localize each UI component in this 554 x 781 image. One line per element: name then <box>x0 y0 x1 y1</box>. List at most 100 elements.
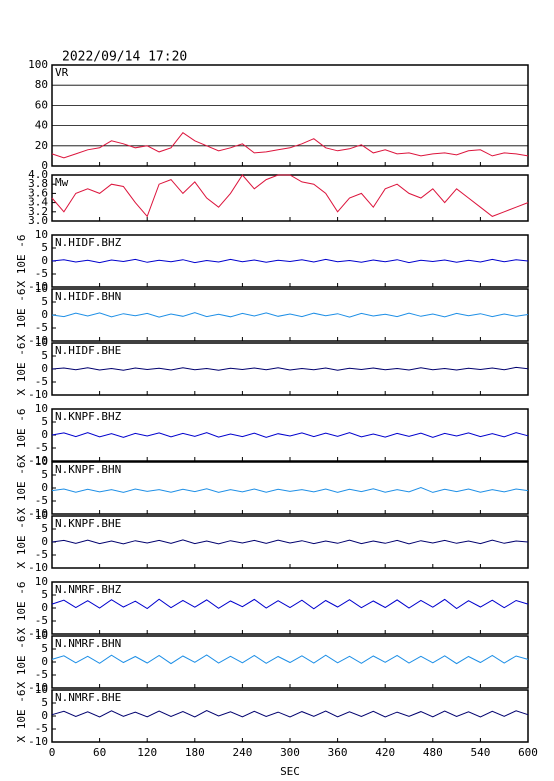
panel-frame <box>51 461 529 515</box>
x-tick-label: 120 <box>137 746 157 759</box>
y-tick-label: 10 <box>35 575 48 588</box>
y-tick-label: 100 <box>28 58 48 71</box>
series-line <box>51 132 529 159</box>
panel-frame <box>51 174 529 222</box>
x-tick-label: 540 <box>470 746 490 759</box>
y-tick-label: 3.4 <box>28 196 48 209</box>
y-tick-label: -5 <box>35 722 48 735</box>
panel-frame <box>51 288 529 342</box>
y-axis-label: X 10E -6 <box>15 462 28 515</box>
x-tick-label: 300 <box>280 746 300 759</box>
y-tick-label: 0 <box>41 709 48 722</box>
y-tick-label: 0 <box>41 655 48 668</box>
y-tick-label: 5 <box>41 696 48 709</box>
y-axis-label: X 10E -6 <box>15 516 28 569</box>
y-tick-label: 40 <box>35 119 48 132</box>
y-tick-label: 0 <box>41 535 48 548</box>
y-tick-label: -10 <box>28 735 48 748</box>
y-tick-label: 10 <box>35 228 48 241</box>
y-tick-label: 10 <box>35 629 48 642</box>
x-axis-label: SEC <box>280 765 300 778</box>
y-tick-label: -10 <box>28 334 48 347</box>
y-axis-label: X 10E -6 <box>15 289 28 342</box>
series-line <box>51 258 529 264</box>
y-tick-label: -5 <box>35 441 48 454</box>
y-tick-label: 10 <box>35 402 48 415</box>
y-tick-label: -5 <box>35 614 48 627</box>
y-tick-label: 3.0 <box>28 214 48 227</box>
series-line <box>51 598 529 610</box>
y-tick-label: 10 <box>35 509 48 522</box>
series-name: VR <box>55 66 69 79</box>
x-tick-label: 420 <box>375 746 395 759</box>
y-tick-label: 10 <box>35 455 48 468</box>
x-tick-label: 360 <box>328 746 348 759</box>
series-name: N.KNPF.BHN <box>55 463 121 476</box>
series-line <box>51 366 529 371</box>
y-tick-label: -10 <box>28 280 48 293</box>
series-name: N.HIDF.BHE <box>55 344 121 357</box>
y-tick-label: 5 <box>41 415 48 428</box>
y-tick-label: 0 <box>41 428 48 441</box>
y-axis-label: X 10E -6 <box>15 235 28 288</box>
y-tick-label: 4.0 <box>28 168 48 181</box>
y-tick-label: 0 <box>41 362 48 375</box>
y-tick-label: 3.6 <box>28 186 48 199</box>
series-name: Mw <box>55 176 69 189</box>
y-tick-label: 3.8 <box>28 177 48 190</box>
x-tick-label: 60 <box>93 746 106 759</box>
x-tick-label: 0 <box>49 746 56 759</box>
y-axis-label: X 10E -6 <box>15 690 28 743</box>
y-axis-label: X 10E -6 <box>15 409 28 462</box>
y-axis-label: X 10E -6 <box>15 343 28 396</box>
series-name: N.HIDF.BHN <box>55 290 121 303</box>
y-tick-label: 0 <box>41 481 48 494</box>
panel-frame <box>51 515 529 569</box>
y-tick-label: -5 <box>35 668 48 681</box>
y-tick-label: 60 <box>35 98 48 111</box>
series-name: N.NMRF.BHE <box>55 691 121 704</box>
x-tick-label: 240 <box>232 746 252 759</box>
panel-frame <box>51 342 529 396</box>
y-tick-label: 10 <box>35 683 48 696</box>
series-name: N.KNPF.BHZ <box>55 410 122 423</box>
y-tick-label: -10 <box>28 627 48 640</box>
y-tick-label: 5 <box>41 588 48 601</box>
y-tick-label: 3.2 <box>28 205 48 218</box>
y-tick-label: -5 <box>35 494 48 507</box>
y-tick-label: 5 <box>41 522 48 535</box>
y-tick-label: 0 <box>41 308 48 321</box>
series-name: N.KNPF.BHE <box>55 517 121 530</box>
panel-frame <box>51 408 529 462</box>
series-name: N.NMRF.BHN <box>55 637 121 650</box>
series-line <box>51 174 529 218</box>
y-tick-label: -10 <box>28 561 48 574</box>
y-tick-label: -10 <box>28 507 48 520</box>
series-line <box>51 486 529 493</box>
y-tick-label: 20 <box>35 139 48 152</box>
series-line <box>51 709 529 718</box>
y-tick-label: -10 <box>28 454 48 467</box>
y-tick-label: 10 <box>35 282 48 295</box>
y-tick-label: 80 <box>35 78 48 91</box>
y-tick-label: -5 <box>35 321 48 334</box>
y-tick-label: -5 <box>35 267 48 280</box>
series-line <box>51 312 529 318</box>
series-name: N.HIDF.BHZ <box>55 236 122 249</box>
series-line <box>51 432 529 438</box>
y-tick-label: -5 <box>35 375 48 388</box>
x-tick-label: 600 <box>518 746 538 759</box>
x-tick-label: 180 <box>185 746 205 759</box>
y-tick-label: 0 <box>41 159 48 172</box>
y-tick-label: -10 <box>28 388 48 401</box>
x-tick-label: 480 <box>423 746 443 759</box>
y-tick-label: 10 <box>35 336 48 349</box>
y-tick-label: -10 <box>28 681 48 694</box>
y-tick-label: 5 <box>41 295 48 308</box>
y-tick-label: 5 <box>41 241 48 254</box>
y-axis-label: X 10E -6 <box>15 582 28 635</box>
y-tick-label: 5 <box>41 468 48 481</box>
y-tick-label: 5 <box>41 642 48 655</box>
